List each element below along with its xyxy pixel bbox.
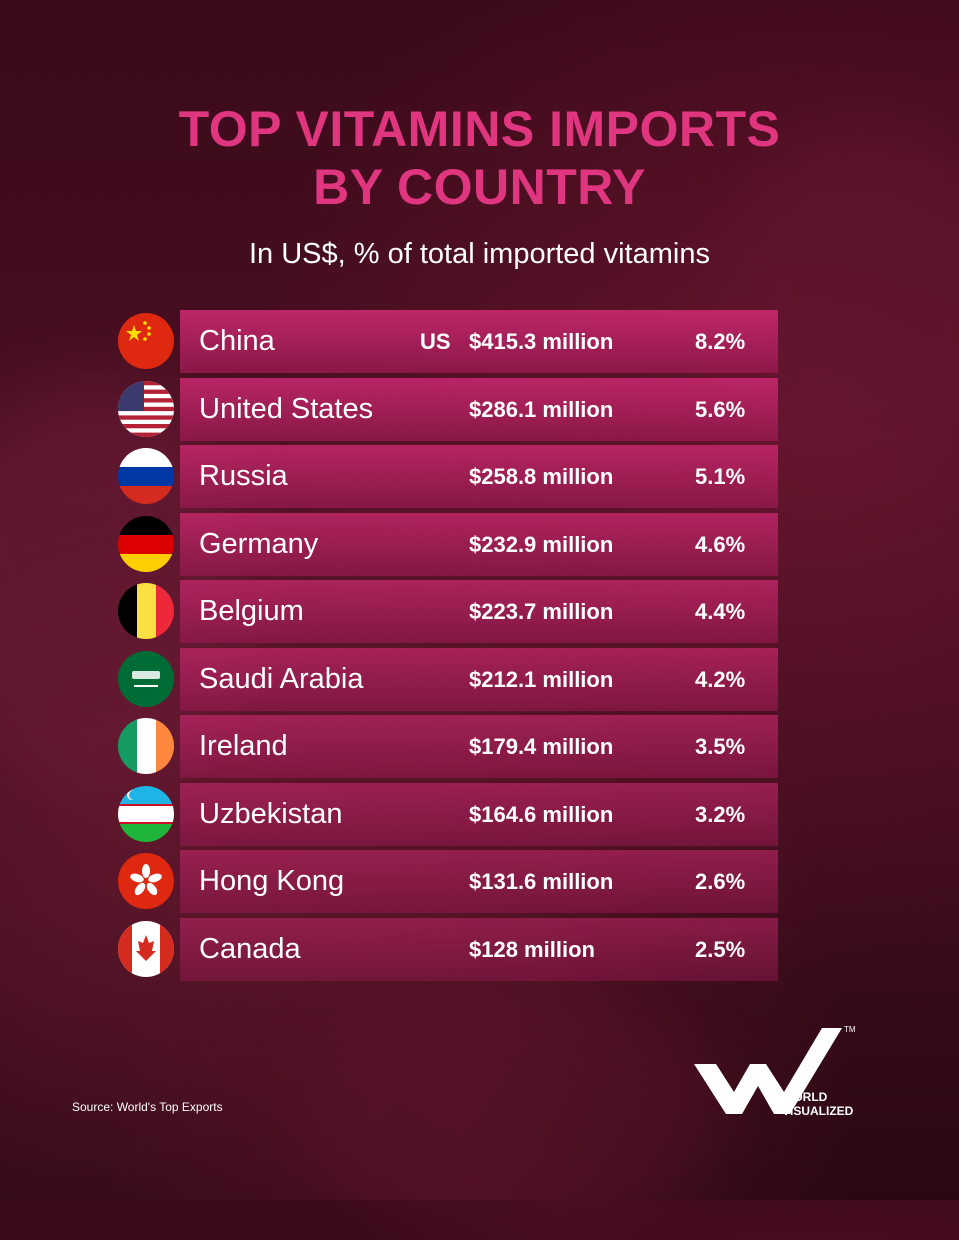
share-label: 4.6%	[695, 531, 746, 557]
share-label: 5.1%	[695, 464, 746, 489]
brand-line-2: VISUALIZED	[782, 1104, 854, 1118]
value-label: $179.4 million	[469, 734, 614, 759]
table-row: Ireland $179.4 million 3.5%	[180, 715, 778, 778]
belgium-flag-icon	[118, 583, 174, 639]
table-row: Saudi Arabia $212.1 million 4.2%	[180, 647, 778, 711]
russia-flag-icon	[118, 448, 174, 504]
country-label: Uzbekistan	[199, 797, 343, 830]
table-row: Uzbekistan $164.6 million 3.2%	[180, 782, 778, 846]
value-label: $164.6 million	[469, 801, 614, 827]
row-bar	[180, 580, 778, 643]
row-bar	[180, 647, 778, 711]
table-row: China US $415.3 million 8.2%	[180, 310, 778, 373]
share-label: 3.5%	[695, 734, 746, 759]
row-bar	[180, 850, 778, 913]
title-line-1: TOP VITAMINS IMPORTS	[178, 101, 781, 157]
value-label: $232.9 million	[469, 531, 614, 557]
country-label: Germany	[199, 527, 319, 560]
row-bar	[180, 782, 778, 846]
country-label: United States	[199, 392, 374, 425]
value-label: $286.1 million	[469, 396, 614, 422]
value-label: $223.7 million	[469, 599, 614, 624]
row-bar	[180, 377, 778, 441]
share-label: 3.2%	[695, 801, 746, 827]
table-row: Russia $258.8 million 5.1%	[180, 445, 778, 508]
share-label: 4.2%	[695, 666, 746, 692]
brand-name: WORLD VISUALIZED	[782, 1090, 853, 1118]
country-label: China	[199, 325, 275, 357]
ireland-flag-icon	[118, 718, 174, 774]
row-bar	[180, 445, 778, 508]
saudi-arabia-flag-icon	[118, 650, 174, 707]
share-label: 2.6%	[695, 869, 746, 894]
table-row: Germany $232.9 million 4.6%	[180, 512, 778, 576]
brand-line-1: WORLD	[782, 1090, 828, 1104]
value-label: $415.3 million	[469, 329, 614, 354]
world-visualized-logo: TM	[694, 1025, 856, 1114]
logo-tm: TM	[844, 1025, 856, 1034]
china-flag-icon	[118, 313, 174, 369]
currency-prefix: US	[420, 329, 451, 354]
canada-flag-icon	[118, 920, 174, 977]
logo-w-mark	[694, 1028, 842, 1114]
uzbekistan-flag-icon	[118, 785, 174, 842]
country-label: Saudi Arabia	[199, 662, 364, 695]
chart-title: TOP VITAMINS IMPORTS BY COUNTRY	[0, 100, 959, 216]
row-bar	[180, 310, 778, 373]
value-label: $128 million	[469, 936, 595, 962]
share-label: 8.2%	[695, 329, 746, 354]
germany-flag-icon	[118, 515, 174, 572]
row-bar	[180, 715, 778, 778]
country-label: Belgium	[199, 595, 304, 627]
country-label: Ireland	[199, 730, 288, 762]
usa-flag-icon	[118, 380, 174, 437]
table-row: Hong Kong $131.6 million 2.6%	[180, 850, 778, 913]
chart-subtitle: In US$, % of total imported vitamins	[249, 238, 710, 270]
table-row: Belgium $223.7 million 4.4%	[180, 580, 778, 643]
table-row: Canada $128 million 2.5%	[180, 917, 778, 981]
country-label: Russia	[199, 460, 288, 492]
share-label: 4.4%	[695, 599, 746, 624]
value-label: $258.8 million	[469, 464, 614, 489]
row-bar	[180, 512, 778, 576]
value-label: $212.1 million	[469, 666, 614, 692]
table-row: United States $286.1 million 5.6%	[180, 377, 778, 441]
source-note: Source: World's Top Exports	[72, 1100, 223, 1114]
country-label: Canada	[199, 932, 301, 965]
share-label: 5.6%	[695, 396, 746, 422]
hong-kong-flag-icon	[118, 853, 174, 909]
row-bar	[180, 917, 778, 981]
background-shape	[300, 980, 720, 1240]
value-label: $131.6 million	[469, 869, 614, 894]
share-label: 2.5%	[695, 936, 746, 962]
title-line-2: BY COUNTRY	[313, 159, 646, 215]
country-label: Hong Kong	[199, 865, 345, 897]
